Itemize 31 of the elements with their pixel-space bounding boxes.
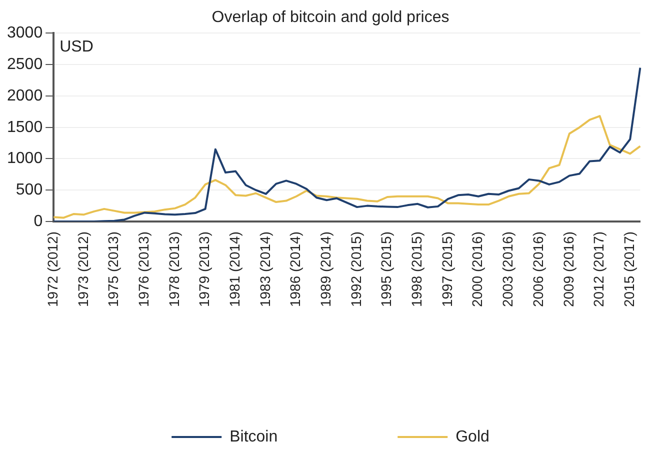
- x-tick-label: 1998 (2015): [408, 231, 425, 308]
- chart-title: Overlap of bitcoin and gold prices: [212, 9, 450, 26]
- y-tick-label: 1000: [7, 150, 43, 168]
- annotation: USD: [60, 38, 94, 56]
- x-tick-label: 1973 (2012): [74, 231, 91, 308]
- x-tick-label: 2012 (2017): [590, 231, 607, 308]
- x-tick-label: 1989 (2014): [318, 231, 334, 308]
- x-tick-label: 2006 (2016): [530, 231, 546, 308]
- x-tick-label: 1976 (2013): [135, 231, 152, 308]
- x-tick-label: 2009 (2016): [560, 231, 576, 308]
- y-tick-label: 500: [16, 182, 43, 199]
- x-tick-label: 1981 (2014): [226, 231, 243, 308]
- x-tick-label: 1972 (2012): [44, 231, 60, 308]
- x-tick-label: 1995 (2015): [378, 231, 394, 308]
- x-tick-label: 2003 (2016): [500, 231, 516, 308]
- y-tick-label: 3000: [7, 24, 43, 42]
- x-tick-label: 1978 (2013): [166, 231, 182, 308]
- x-tick-label: 1986 (2014): [287, 231, 304, 308]
- legend-label: Bitcoin: [230, 428, 278, 446]
- x-tick-label: 1979 (2013): [196, 231, 212, 308]
- y-tick-label: 0: [34, 212, 43, 230]
- x-tick-label: 2000 (2016): [469, 231, 486, 308]
- y-tick-label: 2500: [7, 56, 43, 73]
- x-tick-label: 2015 (2017): [620, 231, 637, 308]
- x-tick-label: 1975 (2013): [105, 231, 122, 308]
- x-tick-label: 1997 (2015): [438, 231, 455, 308]
- y-tick-label: 2000: [7, 87, 43, 104]
- legend-label: Gold: [456, 428, 490, 446]
- x-tick-label: 1983 (2014): [256, 231, 273, 308]
- x-tick-label: 1992 (2015): [348, 231, 364, 308]
- y-tick-label: 1500: [7, 118, 43, 136]
